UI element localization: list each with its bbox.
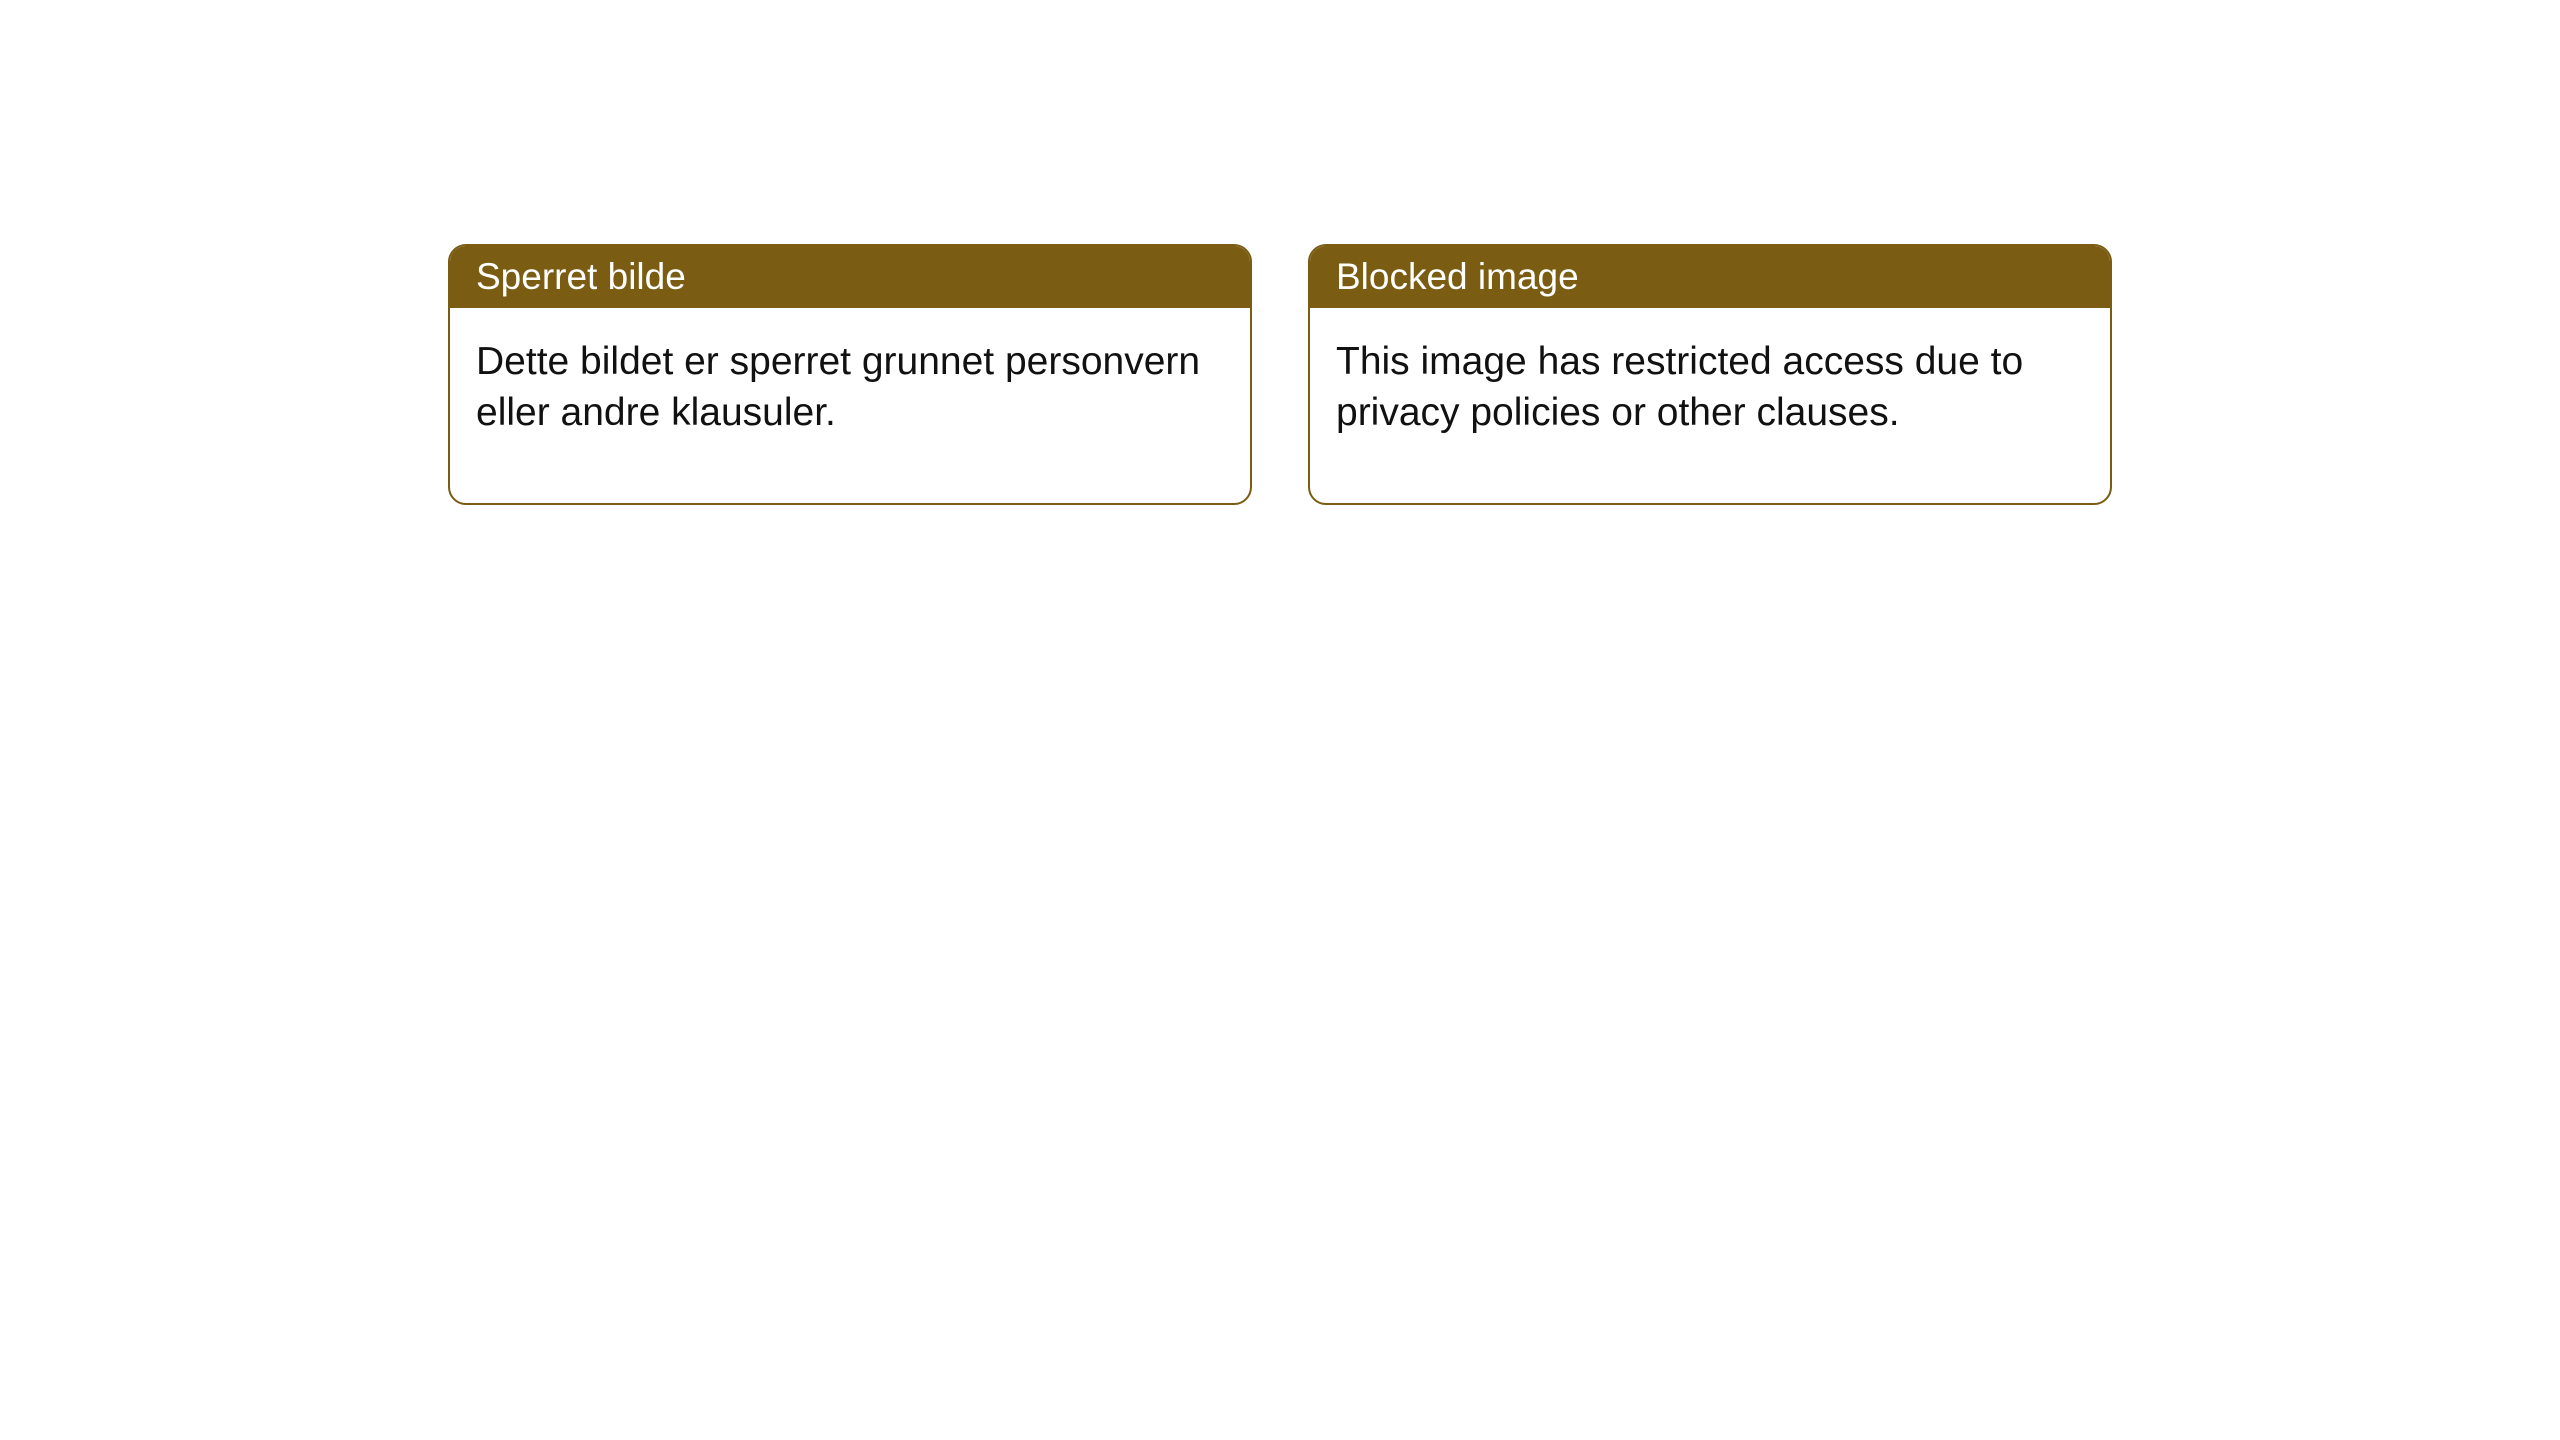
notice-card-english: Blocked image This image has restricted … bbox=[1308, 244, 2112, 505]
notice-header-english: Blocked image bbox=[1310, 246, 2110, 308]
notice-container: Sperret bilde Dette bildet er sperret gr… bbox=[448, 244, 2112, 505]
notice-card-norwegian: Sperret bilde Dette bildet er sperret gr… bbox=[448, 244, 1252, 505]
notice-header-norwegian: Sperret bilde bbox=[450, 246, 1250, 308]
notice-body-english: This image has restricted access due to … bbox=[1310, 308, 2110, 503]
notice-body-norwegian: Dette bildet er sperret grunnet personve… bbox=[450, 308, 1250, 503]
